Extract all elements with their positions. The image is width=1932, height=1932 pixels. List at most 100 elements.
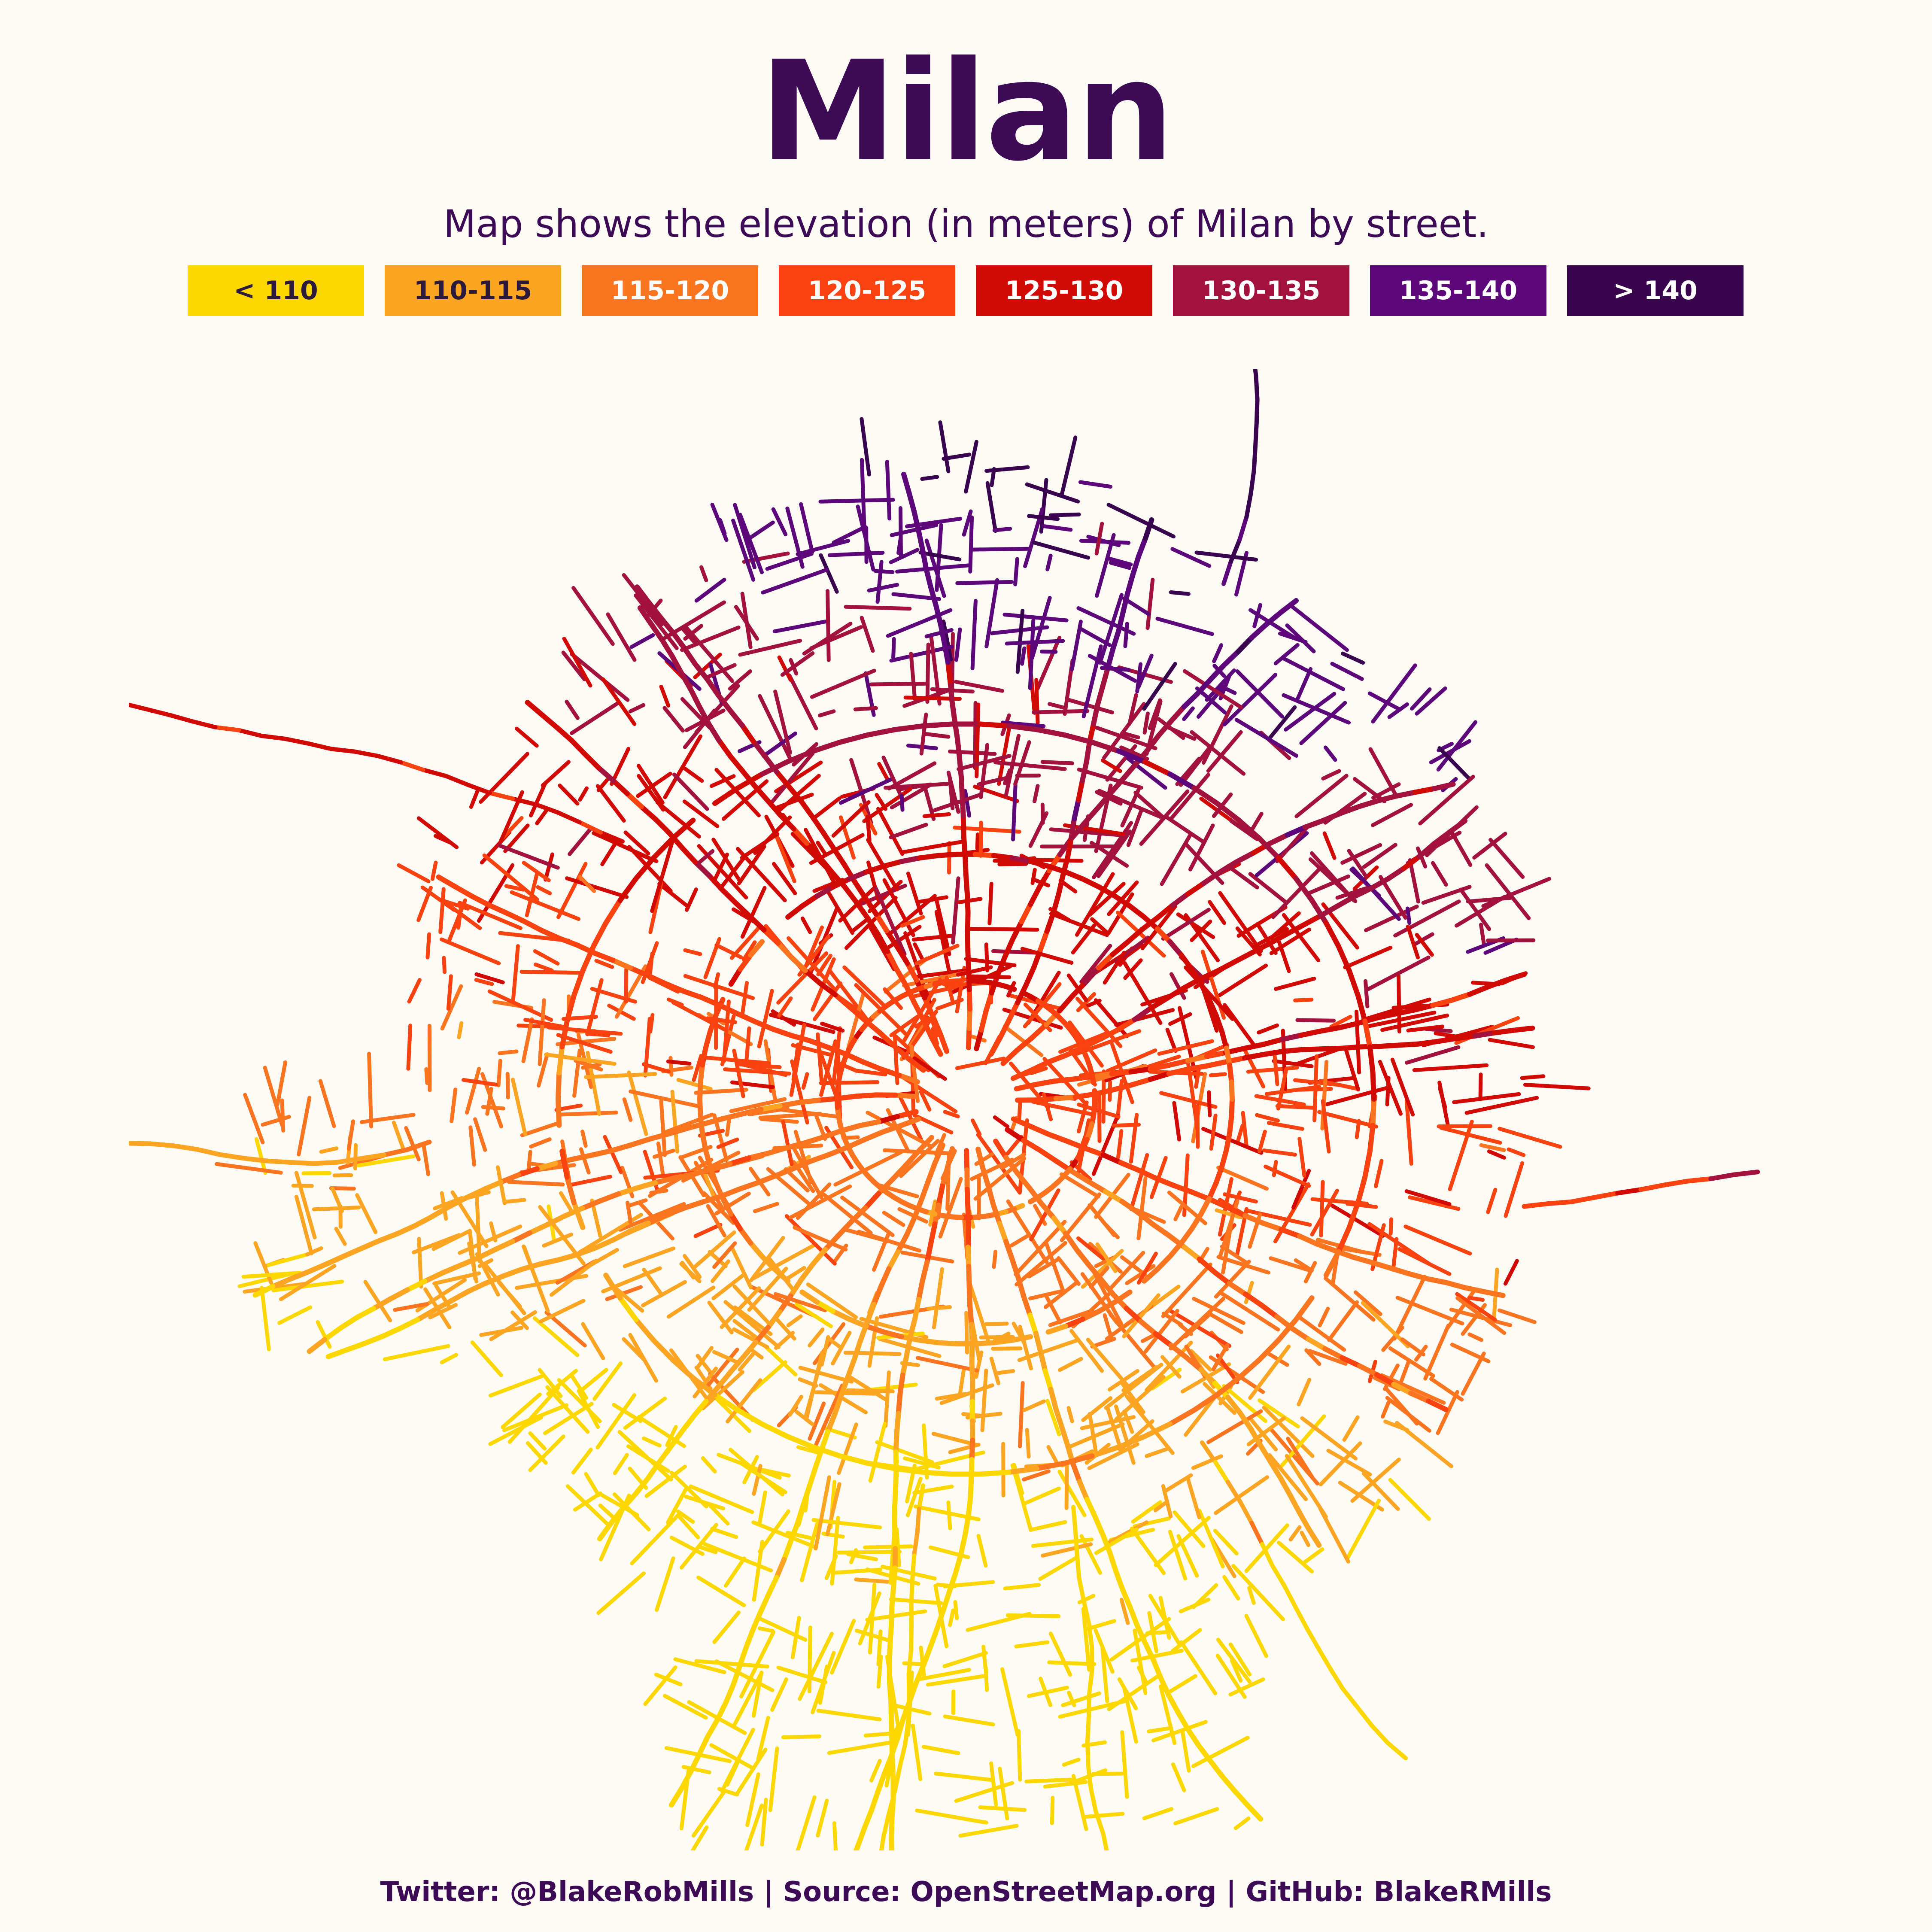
- street-segment: [752, 1464, 762, 1496]
- street-segment: [754, 1173, 778, 1186]
- street-segment: [1392, 1275, 1427, 1341]
- street-segment: [1121, 1365, 1158, 1392]
- street-segment: [1086, 1179, 1108, 1194]
- street-segment: [1408, 1195, 1461, 1211]
- street-segment: [568, 827, 592, 856]
- street-segment: [1244, 1281, 1254, 1304]
- street-segment: [1278, 1476, 1293, 1498]
- street-segment: [740, 592, 753, 650]
- street-segment: [1277, 1540, 1314, 1574]
- street-segment: [885, 460, 892, 521]
- street-segment: [1285, 623, 1316, 653]
- street-segment: [936, 1183, 945, 1208]
- street-segment: [892, 1488, 898, 1513]
- street-segment: [1048, 1387, 1058, 1411]
- street-segment: [1412, 932, 1434, 947]
- street-segment: [942, 620, 953, 662]
- street-segment: [1215, 1208, 1243, 1219]
- street-segment: [1168, 1530, 1188, 1581]
- street-segment: [307, 1337, 328, 1354]
- street-segment: [468, 1125, 476, 1167]
- street-segment: [1260, 1542, 1275, 1568]
- street-segment: [501, 1392, 542, 1429]
- street-segment: [450, 1088, 458, 1124]
- street-segment: [1467, 1332, 1483, 1342]
- street-segment: [1262, 1406, 1315, 1458]
- street-segment: [665, 1425, 678, 1447]
- street-segment: [1296, 1314, 1346, 1352]
- street-segment: [948, 679, 955, 704]
- street-segment: [739, 1630, 775, 1698]
- street-segment: [595, 784, 626, 823]
- street-segment: [736, 1180, 759, 1192]
- street-segment: [751, 1520, 818, 1549]
- street-segment: [1385, 1396, 1431, 1433]
- street-segment: [580, 1130, 588, 1148]
- street-segment: [733, 900, 753, 919]
- street-segment: [422, 1270, 445, 1284]
- street-segment: [1089, 1444, 1121, 1459]
- street-segment: [1143, 1309, 1179, 1354]
- street-segment: [557, 1378, 602, 1423]
- elevation-legend: < 110 110-115 115-120 120-125 125-130 13…: [188, 265, 1745, 316]
- street-segment: [824, 1554, 838, 1580]
- street-segment: [306, 1261, 329, 1275]
- street-segment: [691, 1399, 709, 1419]
- street-segment: [1258, 1398, 1300, 1428]
- street-segment: [562, 636, 592, 688]
- street-segment: [1119, 1379, 1145, 1414]
- street-segment: [807, 1465, 818, 1489]
- street-segment: [1233, 1816, 1251, 1830]
- street-segment: [1128, 1066, 1153, 1075]
- street-segment: [525, 700, 545, 718]
- street-segment: [584, 1472, 601, 1497]
- street-segment: [679, 1262, 702, 1283]
- street-segment: [1173, 1510, 1206, 1548]
- street-segment: [283, 736, 310, 746]
- street-segment: [737, 1646, 749, 1669]
- street-segment: [1430, 997, 1454, 1008]
- street-segment: [997, 722, 1012, 786]
- street-segment: [830, 1619, 856, 1675]
- street-segment: [773, 690, 792, 755]
- street-segment: [938, 420, 951, 474]
- street-segment: [539, 712, 560, 730]
- street-segment: [628, 703, 646, 714]
- street-segment: [1206, 997, 1219, 1018]
- street-segment: [693, 859, 712, 878]
- street-segment: [586, 1051, 601, 1116]
- street-segment: [1081, 1396, 1113, 1422]
- street-segment: [826, 589, 831, 662]
- street-segment: [1249, 468, 1256, 496]
- street-segment: [738, 1226, 753, 1246]
- street-segment: [723, 1300, 781, 1349]
- street-segment: [826, 1145, 850, 1157]
- street-segment: [1270, 1563, 1287, 1588]
- street-segment: [713, 997, 726, 1018]
- street-segment: [965, 948, 972, 973]
- street-segment: [1325, 1085, 1392, 1106]
- street-segment: [926, 1160, 938, 1184]
- street-segment: [1321, 810, 1344, 823]
- street-segment: [954, 627, 962, 662]
- street-segment: [543, 1402, 594, 1435]
- street-segment: [240, 1156, 269, 1163]
- street-segment: [316, 1320, 332, 1349]
- street-segment: [398, 760, 425, 772]
- street-segment: [986, 1184, 996, 1208]
- street-segment: [1260, 1221, 1284, 1232]
- street-segment: [1302, 818, 1326, 830]
- street-segment: [1121, 731, 1140, 740]
- street-segment: [462, 1078, 498, 1087]
- legend-item-135-140: 135-140: [1370, 265, 1546, 316]
- street-segment: [698, 1113, 705, 1136]
- street-segment: [1155, 1254, 1173, 1272]
- street-segment: [810, 814, 826, 836]
- street-segment: [1144, 733, 1161, 754]
- street-segment: [778, 812, 796, 832]
- street-segment: [656, 1444, 673, 1465]
- street-segment: [1228, 1642, 1252, 1677]
- street-segment: [294, 1195, 313, 1255]
- street-segment: [869, 1759, 882, 1783]
- street-segment: [820, 1128, 844, 1140]
